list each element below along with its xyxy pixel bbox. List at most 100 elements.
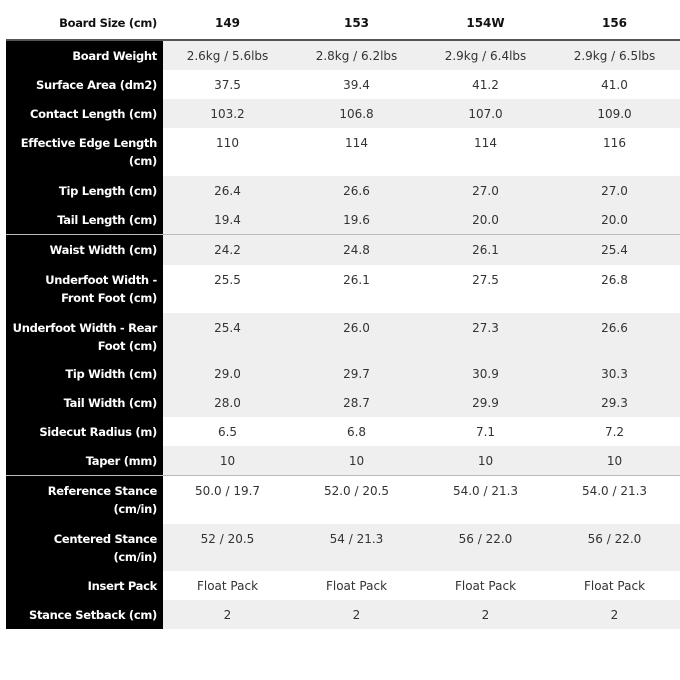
cell-value: 30.3 (550, 359, 679, 388)
cell-value: 2 (163, 600, 292, 629)
cell-value: 10 (292, 446, 421, 475)
cell-value: 52 / 20.5 (163, 524, 292, 571)
row-label: Insert Pack (6, 571, 163, 600)
cell-value: 7.2 (604, 425, 625, 439)
cell-value: 2 (550, 600, 679, 629)
cell-value: 41.2 (472, 78, 499, 92)
row-label: Tip Length (cm) (6, 176, 163, 205)
table-row: Surface Area (dm2) 37.5 39.4 41.2 41.0 (6, 70, 680, 99)
row-label: Tail Length (cm) (6, 205, 163, 234)
cell-value: Float Pack (583, 579, 646, 593)
cell-value: 19.6 (292, 205, 421, 234)
table-row: Underfoot Width - Front Foot (cm) 25.5 26.… (6, 265, 680, 313)
row-label: Tail Width (cm) (6, 388, 163, 417)
cell-value: 25.5 (214, 273, 241, 287)
table-row: Contact Length (cm) 103.2 106.8 107.0 109.0 (6, 99, 680, 128)
size-header: 149 (214, 16, 241, 30)
cell-value: 29.3 (550, 388, 679, 417)
cell-value: 10 (163, 446, 292, 475)
header-label: Board Size (cm) (6, 9, 163, 39)
cell-value: 50.0 / 19.7 (194, 484, 261, 498)
cell-value: 26.6 (550, 313, 679, 359)
cell-value: 41.0 (601, 78, 628, 92)
table-row: Taper (mm) 10 10 10 10 (6, 446, 680, 475)
cell-value: 26.0 (292, 313, 421, 359)
table-row: Effective Edge Length (cm) 110 114 114 116 (6, 128, 680, 176)
cell-value: 7.1 (475, 425, 496, 439)
cell-value: 52.0 / 20.5 (323, 484, 390, 498)
cell-value: 103.2 (163, 99, 292, 128)
row-label: Underfoot Width - Front Foot (cm) (6, 265, 163, 313)
cell-value: 20.0 (421, 205, 550, 234)
cell-value: 6.8 (346, 425, 367, 439)
table-row: Tip Width (cm) 29.0 29.7 30.9 30.3 (6, 359, 680, 388)
row-label: Surface Area (dm2) (6, 70, 163, 99)
cell-value: 2.9kg / 6.5lbs (550, 41, 679, 70)
cell-value: 28.0 (163, 388, 292, 417)
cell-value: 26.6 (292, 176, 421, 205)
row-label: Underfoot Width - Rear Foot (cm) (6, 313, 163, 359)
row-label: Board Weight (6, 41, 163, 70)
row-label: Contact Length (cm) (6, 99, 163, 128)
row-label: Stance Setback (cm) (6, 600, 163, 629)
cell-value: 54.0 / 21.3 (581, 484, 648, 498)
table-row: Centered Stance (cm/in) 52 / 20.5 54 / 21.… (6, 524, 680, 571)
cell-value: 29.0 (163, 359, 292, 388)
row-label: Tip Width (cm) (6, 359, 163, 388)
table-row: Stance Setback (cm) 2 2 2 2 (6, 600, 680, 629)
cell-value: 2.8kg / 6.2lbs (292, 41, 421, 70)
cell-value: 25.4 (163, 313, 292, 359)
cell-value: 30.9 (421, 359, 550, 388)
row-label: Waist Width (cm) (6, 235, 163, 265)
cell-value: 27.5 (472, 273, 499, 287)
cell-value: 107.0 (421, 99, 550, 128)
table-body: Board Weight 2.6kg / 5.6lbs 2.8kg / 6.2lbs… (6, 41, 680, 629)
size-header: 154W (466, 16, 505, 30)
cell-value: Float Pack (196, 579, 259, 593)
cell-value: 116 (603, 136, 626, 150)
cell-value: 114 (345, 136, 368, 150)
cell-value: 26.4 (163, 176, 292, 205)
cell-value: Float Pack (325, 579, 388, 593)
cell-value: 56 / 22.0 (421, 524, 550, 571)
cell-value: 24.8 (292, 235, 421, 265)
cell-value: 26.8 (601, 273, 628, 287)
cell-value: 26.1 (421, 235, 550, 265)
table-row: Tip Length (cm) 26.4 26.6 27.0 27.0 (6, 176, 680, 205)
row-label: Sidecut Radius (m) (6, 417, 163, 446)
row-label: Effective Edge Length (cm) (6, 128, 163, 176)
table-row: Reference Stance (cm/in) 50.0 / 19.7 52.0 … (6, 475, 680, 524)
cell-value: 37.5 (214, 78, 241, 92)
cell-value: 54 / 21.3 (292, 524, 421, 571)
cell-value: 2 (292, 600, 421, 629)
cell-value: 109.0 (550, 99, 679, 128)
cell-value: 2 (421, 600, 550, 629)
row-label: Reference Stance (cm/in) (6, 476, 163, 524)
cell-value: 6.5 (217, 425, 238, 439)
cell-value: 114 (474, 136, 497, 150)
size-header: 156 (601, 16, 628, 30)
cell-value: 2.9kg / 6.4lbs (421, 41, 550, 70)
cell-value: 10 (550, 446, 679, 475)
cell-value: 110 (216, 136, 239, 150)
cell-value: 26.1 (343, 273, 370, 287)
cell-value: 29.7 (292, 359, 421, 388)
header-row: Board Size (cm) 149 153 154W 156 (6, 9, 680, 41)
cell-value: 19.4 (163, 205, 292, 234)
table-row: Underfoot Width - Rear Foot (cm) 25.4 26.0… (6, 313, 680, 359)
cell-value: 20.0 (550, 205, 679, 234)
cell-value: 28.7 (292, 388, 421, 417)
board-spec-table: Board Size (cm) 149 153 154W 156 Board W… (6, 9, 680, 629)
cell-value: 27.0 (421, 176, 550, 205)
table-row: Waist Width (cm) 24.2 24.8 26.1 25.4 (6, 234, 680, 265)
size-header: 153 (343, 16, 370, 30)
cell-value: 25.4 (550, 235, 679, 265)
table-row: Insert Pack Float Pack Float Pack Float Pac… (6, 571, 680, 600)
table-row: Tail Width (cm) 28.0 28.7 29.9 29.3 (6, 388, 680, 417)
table-row: Tail Length (cm) 19.4 19.6 20.0 20.0 (6, 205, 680, 234)
cell-value: 2.6kg / 5.6lbs (163, 41, 292, 70)
cell-value: 39.4 (343, 78, 370, 92)
table-row: Sidecut Radius (m) 6.5 6.8 7.1 7.2 (6, 417, 680, 446)
row-label: Centered Stance (cm/in) (6, 524, 163, 571)
cell-value: 27.3 (421, 313, 550, 359)
